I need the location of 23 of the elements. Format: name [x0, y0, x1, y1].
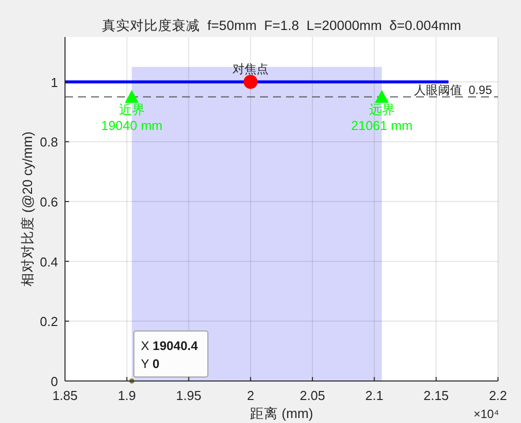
- annotation: 近界 19040 mm: [101, 102, 163, 133]
- y-axis-title: 相对对比度 (@20 cy/mm): [20, 132, 35, 286]
- y-tick-label: 0: [50, 374, 58, 389]
- ref-line-label: 人眼阈值 0.95: [414, 82, 492, 97]
- annotation: 对焦点: [232, 62, 269, 76]
- x-tick-label: 2.1: [365, 388, 384, 403]
- x-tick-label: 1.85: [52, 388, 78, 403]
- y-tick-label: 0.8: [40, 134, 58, 150]
- y-tick-label: 0.6: [40, 194, 58, 210]
- text: ×10⁴: [473, 407, 499, 421]
- x-tick-label: 2: [246, 388, 254, 403]
- chart-title: 真实对比度衰减 f=50mm F=1.8 L=20000mm δ=0.004mm: [102, 18, 462, 33]
- y-tick-label: 0.2: [40, 314, 58, 330]
- x-tick-label: 1.9: [118, 388, 136, 403]
- x-tick-label: 2.2: [488, 388, 508, 403]
- x-axis-title: 距离 (mm): [250, 406, 314, 421]
- annotation: X 19040.4 Y 0: [140, 339, 198, 371]
- y-tick-label: 0.4: [40, 254, 58, 270]
- x-tick-label: 2.15: [423, 388, 449, 403]
- y-tick-label: 1: [50, 74, 58, 90]
- annotation: 远界 21061 mm: [351, 102, 413, 133]
- x-tick-label: 2.05: [300, 388, 326, 403]
- x-tick-label: 1.95: [176, 388, 202, 403]
